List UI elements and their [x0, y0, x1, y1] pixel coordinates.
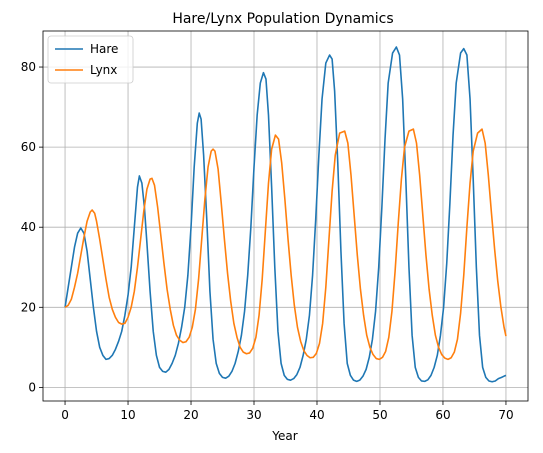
x-tick-label: 20: [183, 408, 198, 422]
series-layer: [64, 46, 507, 383]
y-tick-label: 20: [21, 300, 36, 314]
series-line-lynx: [64, 128, 507, 361]
x-tick-label: 10: [120, 408, 135, 422]
y-tick-label: 0: [28, 380, 36, 394]
legend: Hare Lynx: [47, 35, 134, 84]
series-line-hare: [64, 46, 507, 383]
x-tick-label: 0: [61, 408, 69, 422]
x-tick-label: 30: [246, 408, 261, 422]
y-tick-label: 80: [21, 60, 36, 74]
y-tick-label: 40: [21, 220, 36, 234]
legend-frame: [47, 35, 134, 84]
x-tick-label: 70: [498, 408, 513, 422]
y-tick-label: 60: [21, 140, 36, 154]
x-tick-label: 50: [372, 408, 387, 422]
x-tick-label: 60: [435, 408, 450, 422]
x-tick-label: 40: [309, 408, 324, 422]
chart-title: Hare/Lynx Population Dynamics: [172, 11, 393, 27]
ticks: 0 10 20 30 40 50 60 70 0 20 40 60 80: [21, 60, 514, 422]
legend-label-hare: Hare: [90, 42, 118, 56]
x-axis-label: Year: [271, 429, 297, 443]
legend-label-lynx: Lynx: [90, 63, 117, 77]
plot-frame: [42, 30, 529, 402]
